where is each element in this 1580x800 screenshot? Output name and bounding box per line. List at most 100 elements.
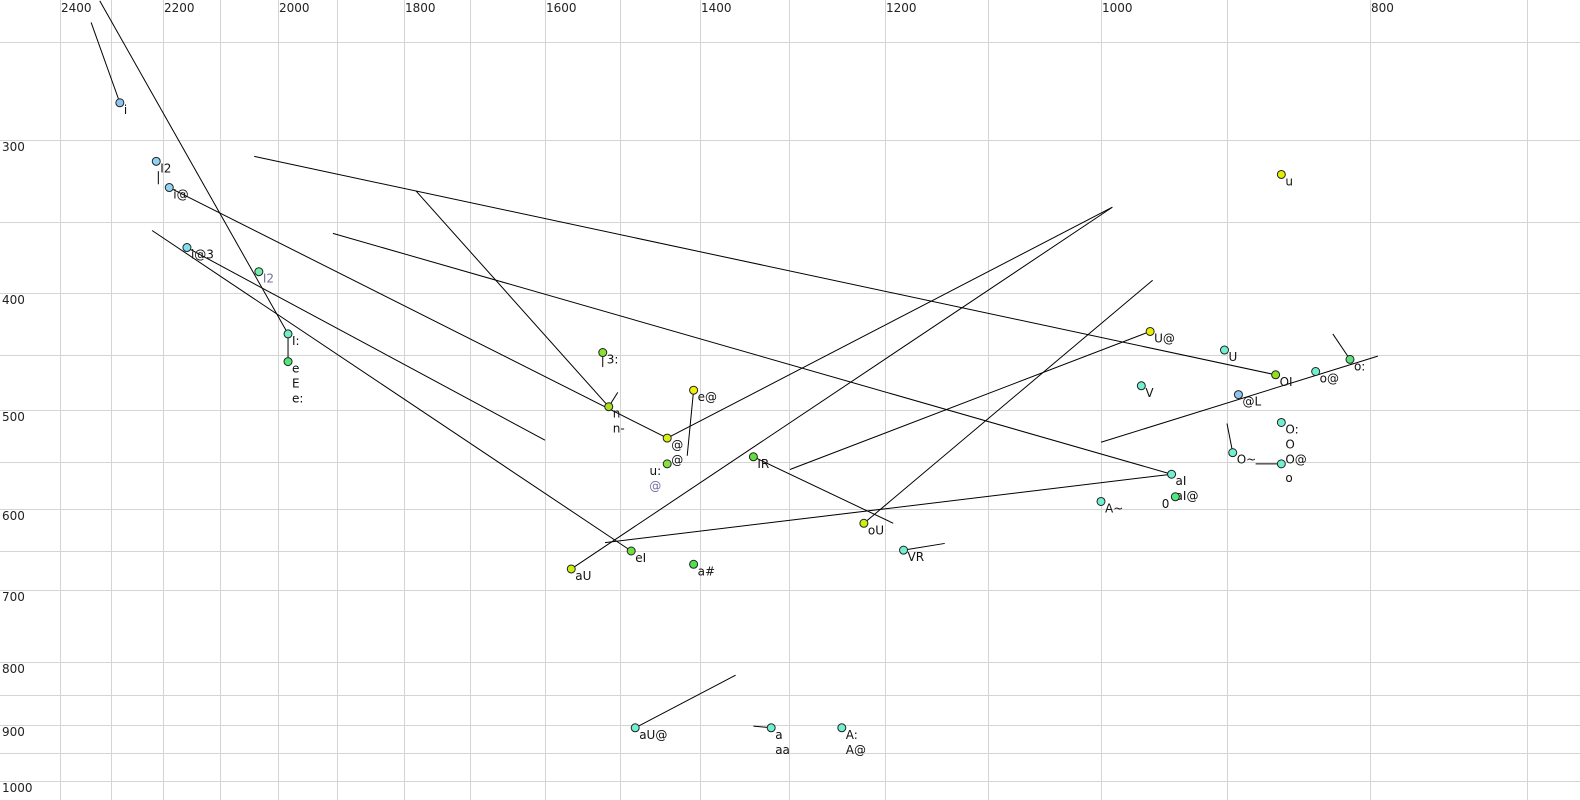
y-tick-label: 400 — [2, 293, 25, 307]
vowel-point: 3: — [598, 348, 618, 367]
point-label: A: — [846, 728, 858, 742]
point-marker — [899, 545, 909, 555]
point-label: i@3 — [191, 248, 214, 262]
vowel-point: V — [1136, 381, 1154, 400]
point-marker — [689, 559, 699, 569]
point-label: O: — [1285, 422, 1298, 436]
vowel-point: O:OO@ — [1276, 417, 1307, 466]
trajectory-line — [753, 456, 894, 524]
point-label: A~ — [1105, 501, 1123, 515]
point-label: V — [1145, 386, 1154, 400]
trajectory-line — [332, 232, 1172, 475]
trajectory-line — [1226, 423, 1234, 453]
y-tick-label: 700 — [2, 590, 25, 604]
point-label: I2 — [160, 161, 171, 175]
point-label: n- — [613, 422, 625, 436]
trajectory-line — [634, 674, 736, 729]
point-marker — [1311, 367, 1321, 376]
trajectory-line — [863, 279, 1153, 524]
vowel-point: o@ — [1311, 367, 1339, 386]
point-label: U@ — [1154, 331, 1175, 345]
point-label: e: — [292, 392, 303, 406]
point-label: o@ — [1320, 372, 1339, 386]
point-marker — [1271, 370, 1281, 380]
x-axis-ticks: 2400 2200 2000 1800 1600 1400 1200 1000 800 — [61, 1, 1394, 15]
point-marker — [1276, 417, 1286, 427]
vowel-point: A~ — [1096, 496, 1123, 515]
point-marker — [151, 156, 161, 166]
point-marker — [1276, 169, 1286, 179]
point-marker — [1167, 469, 1177, 479]
point-label: oU — [868, 523, 884, 537]
trajectory-line — [666, 206, 1113, 439]
point-marker — [859, 518, 869, 528]
point-marker — [598, 348, 608, 358]
trajectory-line — [254, 155, 1276, 376]
point-label: @ — [671, 438, 683, 452]
point-marker — [182, 243, 192, 253]
point-marker — [1276, 459, 1286, 469]
point-label: a# — [698, 564, 715, 578]
point-marker — [1136, 381, 1146, 391]
trajectory-line — [604, 473, 1172, 544]
point-marker — [254, 267, 264, 277]
point-label: aI@ — [1176, 489, 1199, 503]
point-label: I: — [292, 334, 300, 348]
point-label: aa — [775, 743, 790, 757]
point-label: aI — [1176, 474, 1187, 488]
point-marker — [689, 385, 699, 395]
y-tick-label: 300 — [2, 140, 25, 154]
point-label: O@ — [1285, 452, 1306, 466]
x-tick-label: 1800 — [405, 1, 436, 15]
trajectory-line — [1100, 355, 1378, 443]
trajectories — [90, 0, 1378, 729]
vowel-point: IR — [748, 452, 769, 471]
point-marker — [837, 723, 847, 733]
point-marker — [1096, 496, 1106, 506]
trajectory-line — [789, 330, 1151, 470]
vowel-point: u — [1276, 169, 1293, 188]
point-label: u: — [650, 464, 662, 478]
vowel-point: o: — [1345, 354, 1365, 373]
point-label: a — [775, 728, 782, 742]
vowel-point: @L — [1233, 390, 1261, 409]
point-label: E — [292, 377, 300, 391]
y-tick-label: 900 — [2, 725, 25, 739]
point-label: I2 — [263, 272, 274, 286]
point-marker — [1170, 492, 1180, 502]
vowel-point: 0 — [1162, 492, 1180, 511]
point-marker — [604, 402, 614, 412]
vowel-point: VR — [899, 545, 925, 564]
point-marker — [115, 98, 125, 108]
trajectory-line — [1332, 333, 1351, 360]
vowel-point: I: — [283, 329, 300, 348]
point-marker — [566, 564, 576, 574]
vowel-point: nn- — [604, 402, 625, 436]
point-label: VR — [908, 550, 925, 564]
point-marker — [1233, 390, 1243, 400]
x-tick-label: 1200 — [886, 1, 917, 15]
point-marker — [662, 459, 672, 469]
x-tick-label: 2200 — [164, 1, 195, 15]
point-label: aU — [575, 569, 591, 583]
trajectory-line — [415, 190, 610, 408]
point-marker — [283, 329, 293, 339]
x-tick-label: 2400 — [61, 1, 92, 15]
point-marker — [1145, 326, 1155, 336]
y-tick-label: 1000 — [2, 781, 33, 795]
point-label: IR — [757, 457, 769, 471]
vowel-point: U — [1219, 345, 1237, 364]
point-label: O~ — [1237, 453, 1257, 467]
vowel-points: iI2i@i@3I2I:eEe:3:nn-@@u:@e@IRaUeIa#oUVR… — [115, 98, 1365, 757]
vowel-point: eI — [626, 546, 646, 565]
trajectory-line — [169, 187, 668, 439]
point-label: i — [124, 103, 127, 117]
point-label: U — [1228, 350, 1237, 364]
y-axis-ticks: 300 400 500 600 700 800 900 1000 — [2, 140, 33, 795]
trajectory-line — [570, 206, 1113, 570]
point-label: aU@ — [639, 728, 667, 742]
point-marker — [164, 183, 174, 193]
point-marker — [1345, 354, 1355, 364]
point-label: u — [1285, 174, 1293, 188]
point-label: O — [1285, 437, 1294, 451]
